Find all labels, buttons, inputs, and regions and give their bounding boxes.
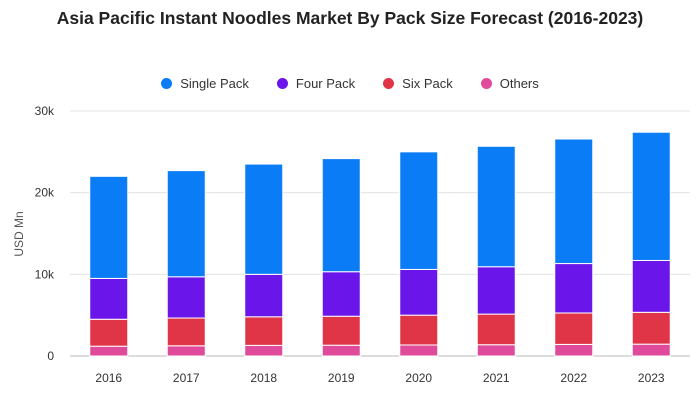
legend-item-six-pack[interactable]: Six Pack — [383, 76, 453, 91]
bar-four-pack-2021[interactable] — [476, 266, 516, 315]
legend-item-others[interactable]: Others — [480, 75, 539, 91]
bar-others-2016[interactable] — [89, 345, 129, 357]
y-axis-ticks: 0 10k 20k 30k — [35, 104, 55, 363]
x-tick-label-2017: 2017 — [173, 371, 200, 385]
bar-six-pack-2023[interactable] — [631, 311, 671, 345]
bar-four-pack-2016[interactable] — [89, 277, 129, 320]
bar-four-pack-2023[interactable] — [631, 259, 671, 313]
x-axis-ticks: 2016 2017 2018 2019 2020 2021 2022 2023 — [95, 371, 665, 385]
bar-single-pack-2021[interactable] — [476, 145, 516, 268]
bar-six-pack-2016[interactable] — [89, 318, 129, 347]
bar-six-pack-2022[interactable] — [554, 312, 594, 345]
bar-single-pack-2017[interactable] — [166, 170, 206, 278]
bar-single-pack-2022[interactable] — [554, 138, 594, 265]
bars — [89, 131, 671, 357]
bar-single-pack-2018[interactable] — [244, 163, 284, 275]
bar-six-pack-2020[interactable] — [399, 314, 439, 346]
legend-swatch-six-pack — [383, 77, 395, 89]
y-tick-label-0: 0 — [47, 349, 54, 363]
bar-six-pack-2021[interactable] — [476, 313, 516, 346]
bar-others-2021[interactable] — [476, 344, 516, 357]
bar-single-pack-2016[interactable] — [89, 175, 129, 279]
chart-title: Asia Pacific Instant Noodles Market By P… — [56, 8, 644, 28]
legend-swatch-others — [480, 77, 492, 89]
bar-others-2020[interactable] — [399, 344, 439, 357]
bar-four-pack-2022[interactable] — [554, 263, 594, 314]
legend-swatch-four-pack — [276, 77, 288, 89]
y-tick-label-10k: 10k — [35, 267, 55, 281]
legend-item-single-pack[interactable]: Single Pack — [161, 76, 249, 91]
bar-others-2017[interactable] — [166, 345, 206, 357]
bar-four-pack-2018[interactable] — [244, 273, 284, 318]
x-tick-label-2021: 2021 — [483, 371, 510, 385]
bar-others-2022[interactable] — [554, 343, 594, 357]
x-tick-label-2023: 2023 — [638, 371, 665, 385]
legend-label-six-pack: Six Pack — [402, 75, 453, 91]
x-tick-label-2019: 2019 — [328, 371, 355, 385]
bar-single-pack-2019[interactable] — [321, 158, 361, 273]
x-tick-label-2018: 2018 — [250, 371, 277, 385]
legend-label-single-pack: Single Pack — [180, 75, 249, 91]
bar-four-pack-2020[interactable] — [399, 268, 439, 316]
bar-others-2023[interactable] — [631, 343, 671, 357]
y-axis-title: USD Mn — [12, 211, 26, 256]
bar-six-pack-2019[interactable] — [321, 315, 361, 346]
x-tick-label-2020: 2020 — [405, 371, 432, 385]
bar-single-pack-2020[interactable] — [399, 151, 439, 270]
bar-four-pack-2017[interactable] — [166, 276, 206, 319]
bar-four-pack-2019[interactable] — [321, 271, 361, 317]
legend-swatch-single-pack — [161, 77, 173, 89]
legend-item-four-pack[interactable]: Four Pack — [276, 75, 356, 91]
legend-label-others: Others — [499, 75, 539, 91]
bar-six-pack-2018[interactable] — [244, 316, 284, 346]
x-tick-label-2022: 2022 — [560, 371, 587, 385]
bar-others-2019[interactable] — [321, 344, 361, 357]
y-tick-label-30k: 30k — [35, 104, 55, 118]
legend-label-four-pack: Four Pack — [295, 75, 356, 91]
bar-others-2018[interactable] — [244, 344, 284, 357]
bar-six-pack-2017[interactable] — [166, 317, 206, 347]
chart-legend: Single Pack Four Pack Six Pack Others — [0, 73, 700, 93]
y-tick-label-20k: 20k — [35, 186, 55, 200]
bar-single-pack-2023[interactable] — [631, 131, 671, 261]
gridlines — [70, 110, 690, 357]
x-tick-label-2016: 2016 — [95, 371, 122, 385]
